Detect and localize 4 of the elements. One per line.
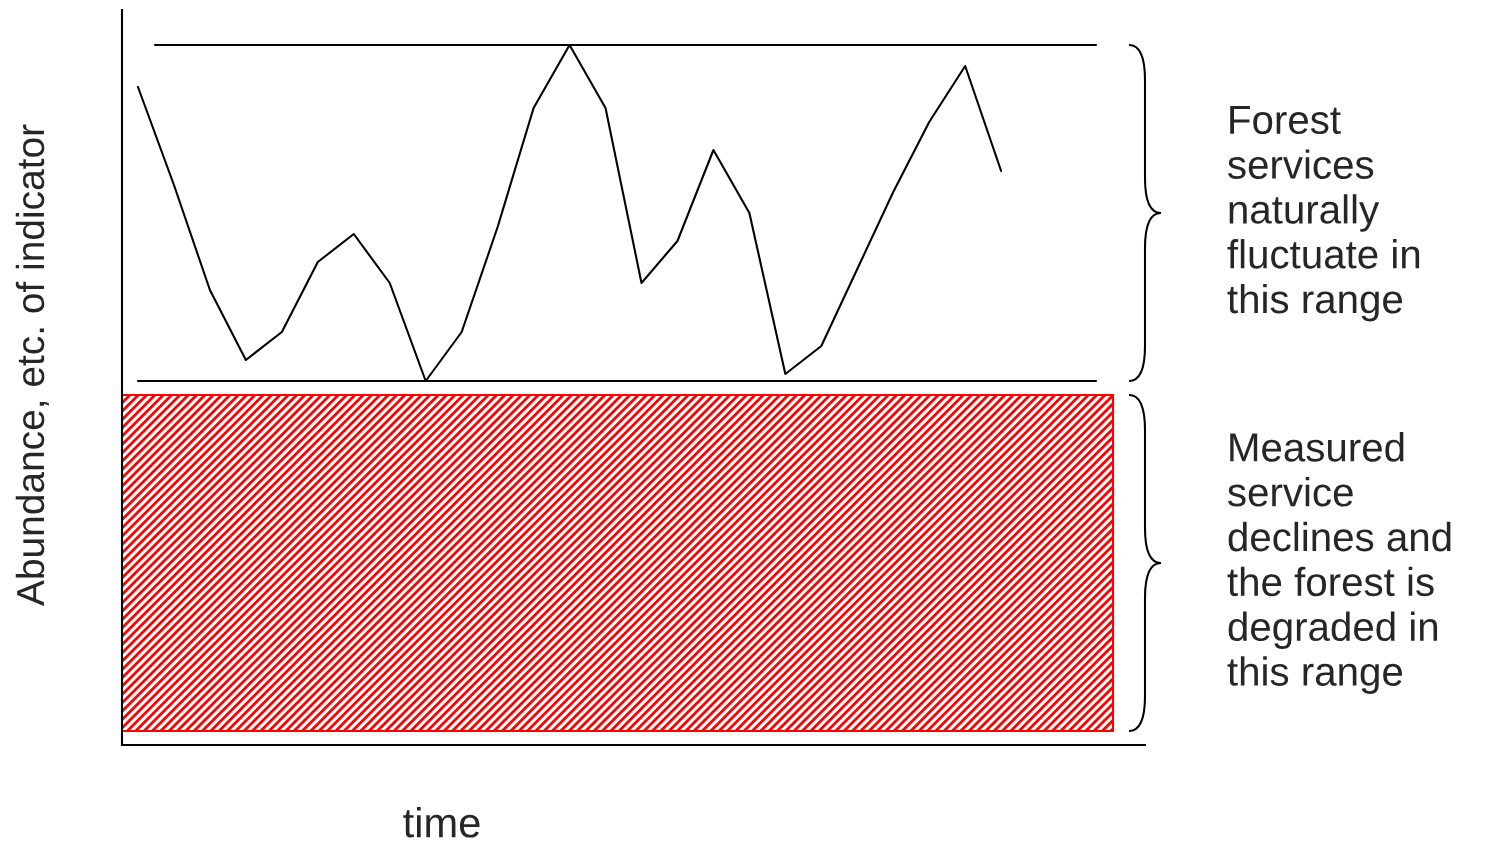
y-axis-title: Abundance, etc. of indicator bbox=[15, 124, 49, 606]
band-label: Measured service declines and the forest is degraded in this range bbox=[1227, 432, 1451, 694]
text: Forest services naturally fluctuate in this range bbox=[1227, 106, 1420, 322]
x-axis-title: time bbox=[403, 807, 480, 838]
